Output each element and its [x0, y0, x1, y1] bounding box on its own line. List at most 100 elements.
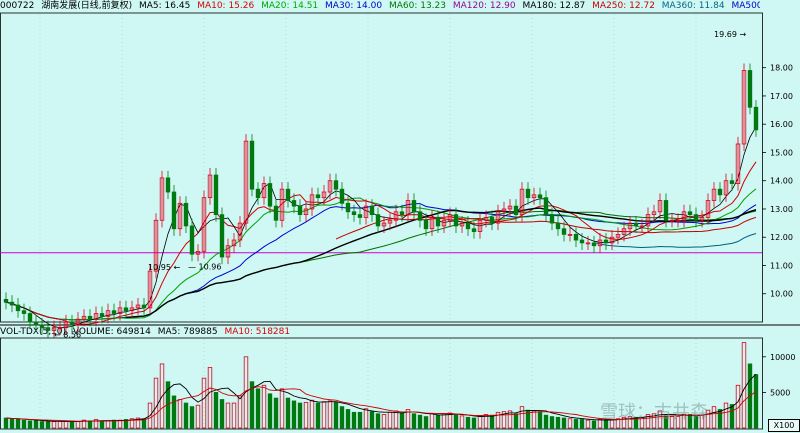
ma360-label: MA360: 11.84	[661, 1, 725, 11]
candle-body	[747, 70, 753, 108]
volume-bar	[711, 406, 717, 429]
candle-body	[63, 321, 69, 329]
volume-bar	[39, 421, 45, 429]
candle-body	[531, 194, 537, 199]
candle-body	[369, 205, 375, 216]
candle-body	[405, 200, 411, 216]
candle-body	[633, 222, 639, 227]
volume-indicator-header: VOL-TDX(5,10) VOLUME: 649814 MA5: 789885…	[0, 326, 760, 338]
ma20-label: MA20: 14.51	[261, 1, 319, 11]
candle-body	[381, 222, 387, 227]
volume-bar	[723, 402, 729, 429]
volume-bar	[357, 411, 363, 429]
candle-body	[57, 327, 63, 330]
candle-body	[33, 321, 39, 326]
candle-body	[543, 197, 549, 216]
stock-name: 湖南发展(日线,前复权)	[41, 1, 133, 11]
volume-bar	[633, 416, 639, 429]
candle-body	[549, 214, 555, 224]
volume-bar	[669, 416, 675, 429]
volume-bar	[243, 356, 249, 429]
candle-body	[615, 234, 621, 238]
volume-bar	[87, 420, 93, 429]
volume-bar	[81, 419, 87, 429]
candle-body	[147, 270, 153, 309]
candle-body	[579, 239, 585, 244]
volume-bar	[561, 417, 567, 429]
candle-body	[735, 143, 741, 184]
price-tick-label: 18.00	[770, 64, 793, 73]
candle-body	[351, 211, 357, 216]
volume-bar	[51, 421, 57, 429]
volume-bar	[531, 410, 537, 429]
volume-bar	[657, 410, 663, 429]
volume-bar	[453, 414, 459, 429]
volume-bar	[297, 402, 303, 429]
candle-body	[21, 310, 27, 314]
volume-bar	[129, 418, 135, 429]
candle-body	[237, 222, 243, 241]
watermark-text: 雪球：古井森	[600, 402, 708, 423]
ma10-line	[5, 161, 757, 325]
volume-bar	[375, 413, 381, 429]
candle-body	[717, 188, 723, 196]
volume-bar	[339, 406, 345, 429]
volume-bar	[363, 408, 369, 429]
candle-body	[249, 140, 255, 190]
candle-body	[267, 183, 273, 207]
candle-body	[411, 200, 417, 213]
price-tick-label: 13.00	[770, 205, 793, 214]
volume-bar	[45, 421, 51, 429]
candle-body	[399, 211, 405, 216]
candle-body	[501, 208, 507, 213]
volume-bar	[105, 420, 111, 429]
volume-bar	[441, 413, 447, 429]
volume-bar	[471, 417, 477, 429]
volume-bar	[117, 419, 123, 429]
volume-bar	[369, 411, 375, 429]
candle-body	[753, 106, 759, 131]
candle-body	[273, 205, 279, 221]
volume-unit-box: X100	[768, 419, 800, 432]
volume-bar	[15, 419, 21, 429]
candle-body	[471, 228, 477, 232]
candle-body	[309, 194, 315, 210]
volume-bar	[729, 404, 735, 429]
volume-bar	[429, 413, 435, 429]
price-indicator-header: 000722 湖南发展(日线,前复权) MA5: 16.45 MA10: 15.…	[0, 0, 760, 13]
candle-body	[183, 202, 189, 227]
mid-left-annotation: 10.95 ←	[148, 263, 180, 272]
volume-bar	[477, 415, 483, 429]
volume-bar	[159, 363, 165, 429]
candle-body	[165, 177, 171, 193]
volume-bar	[9, 418, 15, 429]
price-tick-label: 14.00	[770, 177, 793, 186]
candle-body	[639, 225, 645, 228]
candle-body	[585, 242, 591, 245]
candle-body	[123, 307, 129, 312]
stock-code: 000722	[0, 1, 35, 11]
volume-bar	[177, 399, 183, 429]
volume-tick-label: 5000	[770, 388, 790, 397]
volume-bar	[753, 374, 759, 429]
volume-bar	[489, 414, 495, 429]
candle-body	[363, 205, 369, 218]
volume-bar	[573, 419, 579, 429]
price-tick-label: 15.00	[770, 148, 793, 157]
candle-body	[657, 200, 663, 213]
volume-bar	[543, 414, 549, 429]
volume-bar	[423, 416, 429, 429]
candle-body	[315, 194, 321, 199]
volume-bar	[267, 393, 273, 429]
volume-bar	[483, 414, 489, 429]
candle-body	[81, 315, 87, 320]
volume-bar	[285, 397, 291, 429]
volume-bar	[741, 342, 747, 429]
price-tick-label: 17.00	[770, 92, 793, 101]
ma180-line	[125, 207, 757, 319]
volume-bar	[621, 416, 627, 429]
price-tick-label: 11.00	[770, 261, 793, 270]
volume-bar	[123, 419, 129, 429]
candle-body	[117, 307, 123, 314]
